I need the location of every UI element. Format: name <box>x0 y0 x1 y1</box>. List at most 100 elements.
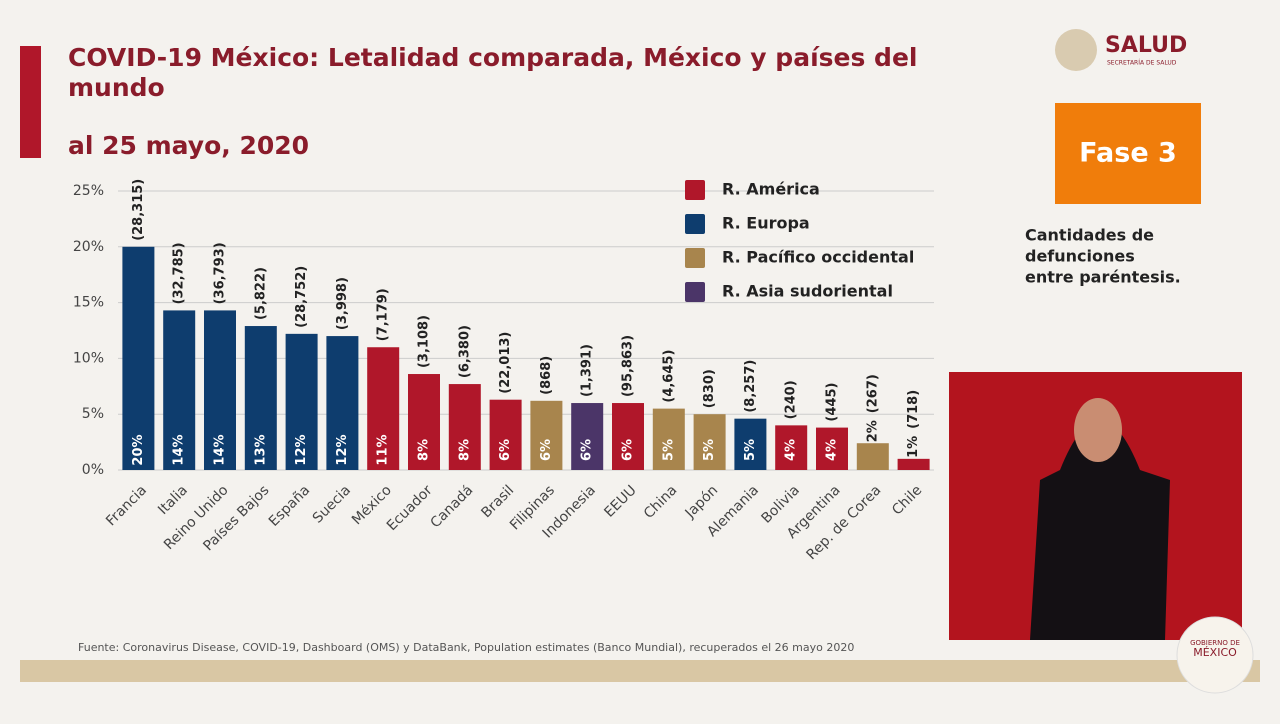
death-count: (830) <box>702 369 717 408</box>
value-label: 2% <box>865 420 880 442</box>
legend-swatch <box>685 180 705 200</box>
chart-title: mundo <box>68 73 165 102</box>
chart-title: COVID-19 México: Letalidad comparada, Mé… <box>68 43 917 72</box>
death-count: (36,793) <box>213 242 228 304</box>
death-count: (718) <box>906 390 921 429</box>
death-count: (7,179) <box>376 288 391 341</box>
death-count: (8,257) <box>743 360 758 413</box>
title-accent <box>20 46 41 158</box>
death-count: (240) <box>784 380 799 419</box>
value-label: 1% <box>906 436 921 458</box>
x-tick-label: Suecia <box>310 482 354 526</box>
bar <box>367 347 400 470</box>
bar <box>693 414 726 470</box>
death-count: (3,998) <box>335 277 350 330</box>
footer-logo: MÉXICO <box>1193 646 1237 659</box>
value-label: 20% <box>131 434 146 465</box>
value-label: 6% <box>621 439 636 461</box>
bar <box>489 399 522 470</box>
x-tick-label: Ecuador <box>384 482 436 534</box>
death-count: (6,380) <box>457 325 472 378</box>
x-tick-label: China <box>641 482 681 522</box>
death-count: (868) <box>539 356 554 395</box>
death-count: (32,785) <box>172 242 187 304</box>
bar <box>734 418 767 470</box>
value-label: 14% <box>213 434 228 465</box>
bar <box>856 443 889 470</box>
bar <box>897 458 930 470</box>
phase-box <box>1055 103 1201 204</box>
death-count: (445) <box>825 383 840 422</box>
death-count: (3,108) <box>417 315 432 368</box>
logo-sub: SECRETARÍA DE SALUD <box>1107 60 1177 67</box>
value-label: 5% <box>743 439 758 461</box>
y-tick-label: 15% <box>73 295 104 311</box>
bar <box>326 336 359 470</box>
bar <box>285 333 318 470</box>
bar <box>816 427 848 470</box>
x-tick-label: Chile <box>889 482 925 518</box>
legend-swatch <box>685 214 705 234</box>
footer-logo: GOBIERNO DE <box>1190 639 1240 647</box>
death-count: (28,752) <box>294 266 309 328</box>
value-label: 8% <box>417 439 432 461</box>
x-tick-label: Canadá <box>427 482 476 531</box>
death-count: (267) <box>865 374 880 413</box>
y-tick-label: 25% <box>73 183 104 199</box>
value-label: 12% <box>294 434 309 465</box>
death-count: (4,645) <box>661 350 676 403</box>
bar <box>571 403 604 470</box>
death-count: (5,822) <box>253 267 268 320</box>
value-label: 4% <box>825 439 840 461</box>
value-label: 12% <box>335 434 350 465</box>
legend-swatch <box>685 248 705 268</box>
value-label: 6% <box>580 439 595 461</box>
bar <box>775 425 808 470</box>
value-label: 6% <box>498 439 513 461</box>
note: entre paréntesis. <box>1025 268 1181 287</box>
value-label: 11% <box>376 434 391 465</box>
death-count: (22,013) <box>498 332 513 394</box>
x-tick-label: España <box>266 482 313 529</box>
bar <box>163 310 196 470</box>
x-tick-label: Francia <box>103 482 150 529</box>
logo: SALUD <box>1105 33 1187 58</box>
y-tick-label: 20% <box>73 239 104 255</box>
bar <box>652 408 685 470</box>
chart-subtitle: al 25 mayo, 2020 <box>68 131 309 160</box>
death-count: (28,315) <box>131 179 146 241</box>
phase: Fase 3 <box>1079 138 1177 169</box>
footer-logo-bg <box>1176 616 1254 694</box>
x-tick-label: EEUU <box>601 482 639 520</box>
bar <box>408 374 440 470</box>
value-label: 5% <box>661 439 676 461</box>
footer-bar <box>20 660 1260 682</box>
legend-label: R. América <box>722 180 820 199</box>
legend-label: R. Asia sudoriental <box>722 282 893 301</box>
bar <box>530 400 563 470</box>
bar <box>244 326 277 470</box>
value-label: 8% <box>457 439 472 461</box>
value-label: 5% <box>702 439 717 461</box>
value-label: 13% <box>253 434 268 465</box>
value-label: 4% <box>784 439 799 461</box>
source: Fuente: Coronavirus Disease, COVID-19, D… <box>78 641 854 654</box>
bar <box>448 384 481 470</box>
logo-emblem <box>1055 29 1097 71</box>
x-tick-label: Japón <box>682 482 722 522</box>
x-tick-label: Rep. de Corea <box>804 482 885 563</box>
legend-label: R. Europa <box>722 214 810 233</box>
legend-swatch <box>685 282 705 302</box>
death-count: (95,863) <box>621 335 636 397</box>
y-tick-label: 5% <box>82 406 104 422</box>
value-label: 6% <box>539 439 554 461</box>
note: Cantidades de <box>1025 226 1154 245</box>
legend-label: R. Pacífico occidental <box>722 248 914 267</box>
y-tick-label: 10% <box>73 350 104 366</box>
note: defunciones <box>1025 247 1135 266</box>
bar <box>204 310 236 470</box>
interpreter-face <box>1074 398 1122 462</box>
value-label: 14% <box>172 434 187 465</box>
interpreter <box>1030 420 1170 640</box>
